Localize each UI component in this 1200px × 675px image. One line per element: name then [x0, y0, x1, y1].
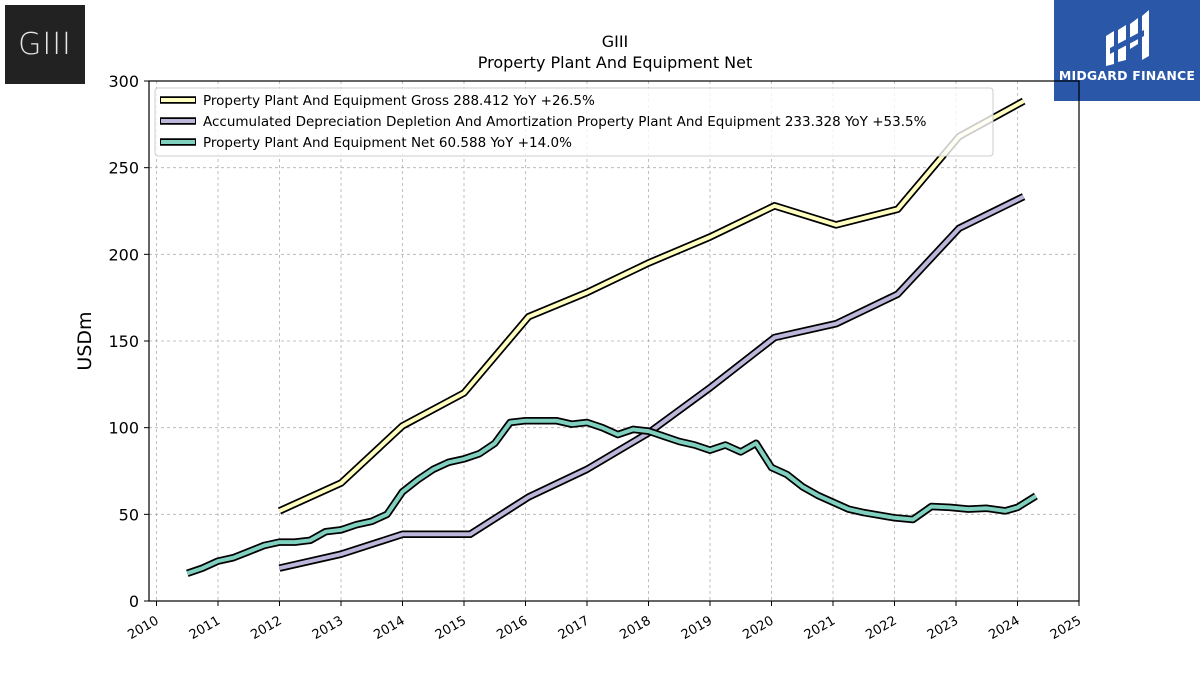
- y-tick-label: 100: [108, 419, 139, 438]
- y-tick-label: 150: [108, 332, 139, 351]
- x-tick-label: 2015: [433, 613, 469, 643]
- x-tick-label: 2012: [248, 613, 284, 643]
- midgard-finance-logo: MIDGARD FINANCE: [1054, 0, 1200, 101]
- legend-entry: Property Plant And Equipment Gross 288.4…: [203, 93, 595, 109]
- x-tick-label: 2016: [494, 613, 530, 643]
- chart-title: GIII: [602, 32, 629, 51]
- y-tick-label: 200: [108, 245, 139, 264]
- y-tick-label: 0: [129, 592, 139, 611]
- x-tick-label: 2010: [125, 613, 161, 643]
- x-tick-label: 2018: [617, 613, 653, 643]
- giii-logo: GIII: [5, 5, 85, 84]
- plot-frame: [148, 80, 1080, 602]
- midgard-emblem-icon: [1106, 10, 1149, 66]
- x-tick-label: 2017: [556, 613, 592, 643]
- x-tick-label: 2025: [1048, 613, 1084, 643]
- legend-entry: Property Plant And Equipment Net 60.588 …: [203, 135, 572, 151]
- x-tick-label: 2020: [740, 613, 776, 643]
- midgard-brand-name: MIDGARD FINANCE: [1058, 68, 1196, 83]
- y-tick-label: 50: [119, 505, 139, 524]
- x-tick-label: 2024: [986, 613, 1022, 643]
- series-line: [186, 418, 1037, 576]
- x-tick-label: 2011: [187, 613, 223, 643]
- series-2: [186, 416, 1038, 577]
- y-tick-label: 300: [108, 72, 139, 91]
- x-tick-label: 2022: [863, 613, 899, 643]
- series-lines: [186, 97, 1038, 577]
- x-tick-label: 2019: [679, 613, 715, 643]
- x-tick-label: 2021: [802, 613, 838, 643]
- legend: Property Plant And Equipment Gross 288.4…: [154, 87, 994, 157]
- y-tick-label: 250: [108, 159, 139, 178]
- series-0: [277, 97, 1026, 515]
- x-tick-label: 2014: [371, 613, 407, 643]
- chart-subtitle: Property Plant And Equipment Net: [478, 53, 753, 72]
- giii-logo-text: GIII: [18, 27, 72, 62]
- y-axis-label: USDm: [74, 311, 96, 370]
- x-tick-label: 2013: [310, 613, 346, 643]
- legend-box: [154, 87, 994, 157]
- series-outline: [277, 97, 1026, 515]
- legend-entry: Accumulated Depreciation Depletion And A…: [203, 114, 927, 130]
- x-tick-label: 2023: [925, 613, 961, 643]
- series-line: [278, 99, 1025, 513]
